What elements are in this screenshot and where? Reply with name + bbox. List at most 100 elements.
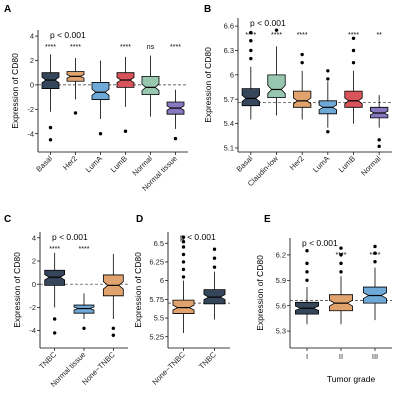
significance-label: **** (370, 252, 381, 259)
y-tick-label: 6.3 (224, 46, 234, 55)
p-value: p < 0.001 (180, 232, 216, 242)
panel-letter: E (264, 214, 271, 225)
outlier-point (48, 125, 53, 130)
y-tick-label: 2 (30, 56, 34, 65)
outlier-point (181, 235, 186, 239)
panel-letter: B (204, 4, 211, 15)
y-tick-label: 4 (32, 233, 36, 242)
box-body (241, 88, 260, 107)
box-5: ns Normal (130, 44, 160, 178)
box-1: **** TNBC (37, 246, 66, 371)
significance-label: **** (170, 44, 181, 51)
outlier-point (181, 245, 186, 249)
panel-b: B 5.1 5.4 5.7 6 6.3 6.6 Expression of CD80 p < 0… (203, 4, 392, 188)
outlier-point (249, 48, 253, 53)
p-value: p < 0.001 (52, 232, 88, 242)
outlier-point (326, 129, 330, 134)
outlier-point (305, 261, 309, 266)
significance-label: ns (147, 44, 155, 51)
box-6: ****Normal tissue (140, 44, 185, 193)
outlier-point (300, 52, 304, 57)
y-tick-label: 6.6 (224, 22, 234, 31)
p-value: p < 0.001 (302, 238, 338, 248)
y-tick-label: 4 (30, 32, 34, 41)
y-tick-label: 5.3 (276, 327, 286, 336)
outlier-point (377, 144, 381, 149)
outlier-point (305, 248, 309, 253)
box-body (172, 299, 195, 314)
significance-label: **** (49, 246, 60, 253)
panel-letter: D (136, 214, 143, 225)
y-tick-label: 6.25 (149, 258, 164, 267)
outlier-point (82, 326, 86, 330)
significance-label: **** (348, 32, 359, 39)
box-3: LumA (84, 60, 110, 174)
outlier-point (181, 252, 186, 257)
y-tick-label: 6.2 (276, 251, 286, 260)
p-value: p < 0.001 (250, 18, 286, 28)
y-tick-label: -2 (27, 105, 34, 114)
significance-label: **** (245, 32, 256, 39)
y-axis-label: Expression of CD80 (133, 252, 143, 328)
box-3: **** III (363, 244, 387, 361)
outlier-point (98, 132, 103, 136)
outlier-point (52, 331, 57, 335)
y-tick-label: -2 (29, 303, 36, 312)
x-tick-label: Basal (34, 154, 54, 174)
outlier-point (339, 261, 343, 266)
outlier-point (48, 138, 53, 142)
x-tick-label: LumA (311, 154, 331, 174)
outlier-point (249, 56, 253, 61)
box-3: None−TNBC (80, 254, 124, 387)
x-tick-label: None−TNBC (150, 350, 187, 387)
x-tick-label: I (306, 352, 308, 361)
box-body (344, 90, 363, 108)
panel-c: C -4 -2 0 2 4 Expression of CD80 p < 0.001 **** T… (4, 214, 128, 389)
outlier-point (351, 48, 356, 53)
box-body (41, 72, 60, 89)
box-2: ****Normal tissue (49, 246, 95, 389)
outlier-point (373, 244, 377, 249)
significance-label: **** (336, 252, 347, 259)
y-tick-label: 5.7 (224, 95, 234, 104)
significance-label: **** (70, 44, 81, 51)
box-4: **** LumB (109, 44, 135, 174)
panel-letter: C (4, 214, 11, 225)
y-tick-label: 5.1 (224, 144, 234, 153)
significance-label: **** (297, 32, 308, 39)
outlier-point (73, 111, 78, 115)
y-tick-label: 6 (230, 70, 234, 79)
outlier-point (212, 247, 217, 251)
significance-label: **** (120, 44, 131, 51)
x-tick-label: Normal (359, 154, 383, 178)
outlier-point (249, 30, 253, 35)
outlier-point (249, 39, 253, 43)
significance-label: **** (45, 44, 56, 51)
x-tick-label: LumA (84, 154, 104, 174)
box-2: ****Claudin-low (246, 28, 286, 188)
outlier-point (181, 240, 186, 244)
box-body (141, 75, 160, 96)
significance-label: ** (376, 32, 382, 39)
y-tick-label: 5.75 (149, 295, 164, 304)
x-tick-label: Her2 (61, 154, 79, 172)
x-axis-label: Tumor grade (327, 374, 376, 384)
x-tick-label: II (339, 352, 343, 361)
box-2: TNBC (197, 247, 226, 371)
outlier-point (326, 77, 330, 81)
outlier-point (111, 333, 116, 337)
outlier-point (274, 28, 279, 32)
box-2: **** II (329, 246, 353, 361)
y-axis-label: Expression of CD80 (10, 53, 20, 129)
outlier-point (173, 136, 178, 141)
y-axis-label: Expression of CD80 (255, 255, 265, 331)
significance-label: **** (271, 32, 282, 39)
box-body (293, 90, 312, 108)
box-body (91, 82, 110, 100)
box-5: **** LumB (337, 32, 363, 174)
outlier-point (373, 251, 377, 255)
y-tick-label: 6.5 (154, 239, 164, 248)
y-axis-label: Expression of CD80 (203, 47, 213, 123)
y-tick-label: 0 (32, 280, 36, 289)
outlier-point (212, 256, 217, 260)
